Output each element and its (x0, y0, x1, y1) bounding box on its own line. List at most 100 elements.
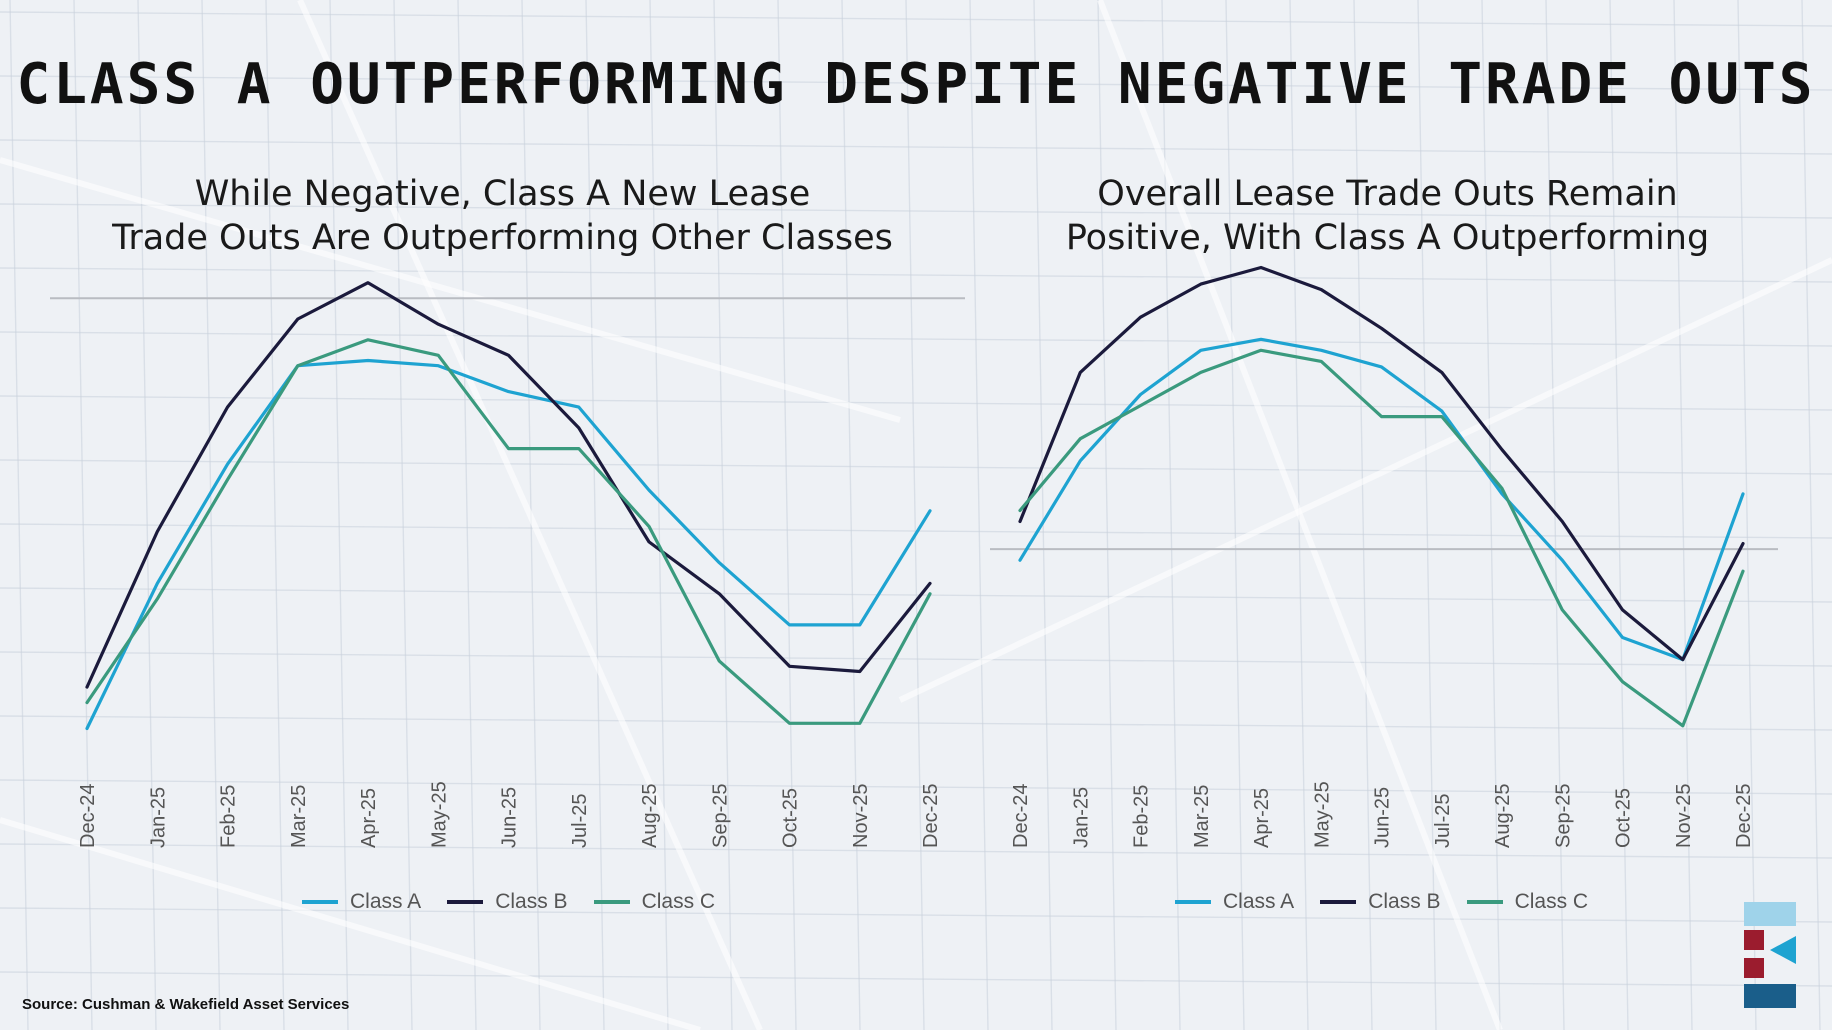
paper-grid-line (0, 267, 1832, 283)
left-x-tick-label: Sep-25 (709, 784, 731, 849)
paper-grid-line (0, 715, 1832, 731)
left-chart-plot: Dec-24 Jan-25 Feb-25 Mar-25 Apr-25 May-25 Jun-… (50, 281, 965, 849)
paper-grid-line (713, 0, 733, 1030)
left-x-tick-label: Nov-25 (850, 784, 872, 848)
right-x-tick-label: Feb-25 (1131, 785, 1153, 848)
right-x-tick-label: Sep-25 (1552, 784, 1574, 849)
right-x-tick-label: Aug-25 (1492, 784, 1514, 849)
paper-grid-line (1225, 0, 1245, 1030)
legend-label-class-a: Class A (1223, 890, 1295, 913)
right-chart-title-line-1: Overall Lease Trade Outs Remain (1097, 174, 1678, 214)
legend-label-class-a: Class A (350, 890, 422, 913)
left-x-tick-label: Oct-25 (780, 788, 802, 848)
paper-grid-line (0, 843, 1832, 859)
right-series-line-class-b (1018, 265, 1745, 662)
paper-grid-line (0, 971, 1832, 987)
right-x-tick-label: May-25 (1311, 781, 1333, 848)
paper-grid-line (905, 0, 925, 1030)
right-x-tick-label: Jan-25 (1070, 787, 1092, 848)
right-x-tick-label: Mar-25 (1191, 785, 1213, 848)
legend-swatch-class-b (447, 900, 484, 904)
paper-grid-line (137, 0, 157, 1030)
legend-swatch-class-a (1175, 900, 1211, 904)
left-x-tick-label: May-25 (428, 781, 450, 848)
paper-grid-line (329, 0, 349, 1030)
paper-grid-line (0, 203, 1832, 219)
right-x-tick-label: Dec-24 (1010, 784, 1032, 848)
right-series-line-class-c (1018, 348, 1745, 728)
legend-item-class-c: Class C (593, 890, 716, 914)
left-x-tick-label: Jan-25 (147, 787, 169, 848)
paper-grid-line (1609, 0, 1629, 1030)
left-chart-legend: Class A Class B Class C (302, 890, 715, 914)
legend-label-class-b: Class B (1368, 890, 1441, 913)
legend-swatch-class-c (593, 900, 630, 904)
left-x-tick-label: Apr-25 (358, 788, 380, 848)
paper-grid-line (73, 0, 93, 1030)
paper-grid-line (9, 0, 29, 1030)
paper-grid-line (393, 0, 413, 1030)
paper-grid-line (0, 459, 1832, 475)
right-x-tick-label: Jul-25 (1432, 794, 1454, 848)
paper-grid-line (0, 331, 1832, 347)
left-series-line-class-b (85, 281, 932, 689)
left-x-tick-label: Jun-25 (499, 787, 521, 848)
paper-grid-line (1673, 0, 1693, 1030)
left-x-tick-label: Dec-24 (77, 784, 99, 848)
left-x-tick-label: Feb-25 (218, 785, 240, 848)
legend-item-class-a: Class A (302, 890, 421, 914)
left-x-tick-label: Jul-25 (569, 794, 591, 848)
paper-grid-line (969, 0, 989, 1030)
legend-label-class-b: Class B (495, 890, 568, 913)
legend-item-class-b: Class B (447, 890, 568, 914)
legend-label-class-c: Class C (641, 890, 716, 913)
paper-crease (0, 817, 701, 1030)
right-chart-title-line-2: Positive, With Class A Outperforming (1065, 218, 1710, 258)
paper-grid-line (1097, 0, 1117, 1030)
paper-crease (297, 0, 763, 1030)
right-x-tick-label: Nov-25 (1673, 784, 1695, 848)
left-chart-title: While Negative, Class A New Lease Trade … (40, 172, 965, 260)
right-chart-plot: Dec-24 Jan-25 Feb-25 Mar-25 Apr-25 May-25 Jun-… (990, 265, 1778, 849)
paper-crease (898, 257, 1832, 703)
legend-label-class-c: Class C (1514, 890, 1589, 913)
paper-grid-line (841, 0, 861, 1030)
legend-item-class-b: Class B (1320, 890, 1441, 914)
right-x-tick-label: Jun-25 (1372, 787, 1394, 848)
right-x-tick-label: Oct-25 (1613, 788, 1635, 848)
paper-grid-line (0, 651, 1832, 667)
legend-swatch-class-c (1466, 900, 1503, 904)
left-series-line-class-c (85, 338, 932, 725)
legend-item-class-c: Class C (1466, 890, 1589, 914)
paper-grid-line (1481, 0, 1501, 1030)
legend-swatch-class-a (302, 900, 338, 904)
legend-swatch-class-b (1320, 900, 1357, 904)
left-x-tick-label: Mar-25 (288, 785, 310, 848)
page-title: CLASS A OUTPERFORMING DESPITE NEGATIVE T… (16, 52, 1816, 117)
paper-grid-line (1033, 0, 1053, 1030)
right-chart-title: Overall Lease Trade Outs Remain Positive… (975, 172, 1800, 260)
right-x-tick-label: Dec-25 (1733, 784, 1755, 848)
paper-grid-line (585, 0, 605, 1030)
paper-grid-line (1353, 0, 1373, 1030)
source-note: Source: Cushman & Wakefield Asset Servic… (22, 996, 350, 1013)
left-x-tick-label: Dec-25 (920, 784, 942, 848)
paper-grid-line (265, 0, 285, 1030)
paper-grid-line (0, 395, 1832, 411)
paper-grid-line (201, 0, 221, 1030)
paper-crease (1097, 0, 1503, 1030)
paper-grid-line (0, 75, 1832, 91)
paper-grid-line (457, 0, 477, 1030)
right-chart-legend: Class A Class B Class C (1175, 890, 1588, 914)
left-chart-title-line-2: Trade Outs Are Outperforming Other Class… (112, 218, 893, 258)
right-x-tick-label: Apr-25 (1251, 788, 1273, 848)
left-series-line-class-a (85, 358, 932, 731)
right-series-line-class-a (1018, 337, 1745, 662)
paper-grid-line (777, 0, 797, 1030)
paper-grid-line (1737, 0, 1757, 1030)
paper-grid-line (0, 587, 1832, 603)
paper-grid-line (0, 779, 1832, 795)
